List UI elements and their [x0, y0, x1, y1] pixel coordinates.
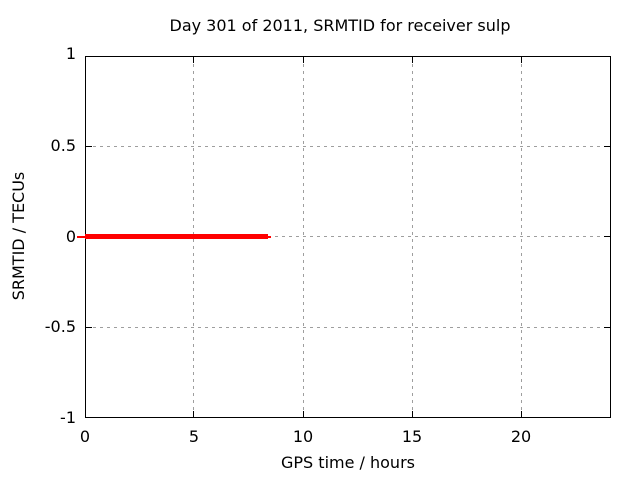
y-tick-right-0p5	[604, 146, 610, 147]
x-tick-bottom-15	[412, 411, 413, 417]
x-tick-top-20	[521, 57, 522, 63]
series-line-srmtid-right-cap	[268, 236, 271, 238]
series-line-srmtid	[85, 234, 268, 239]
y-tick-label-0: 0	[65, 227, 76, 246]
x-tick-label-0: 0	[79, 427, 91, 446]
gridline-vertical-15h	[412, 57, 413, 417]
y-tick-right-neg0p5	[604, 327, 610, 328]
y-tick-label-neg0p5: -0.5	[44, 317, 76, 336]
x-tick-bottom-10	[303, 411, 304, 417]
chart-title: Day 301 of 2011, SRMTID for receiver sul…	[169, 16, 511, 35]
gridline-vertical-10h	[303, 57, 304, 417]
x-tick-bottom-20	[521, 411, 522, 417]
y-tick-right-0	[604, 236, 610, 237]
y-tick-label-0p5: 0.5	[50, 136, 76, 155]
series-line-srmtid-left-cap	[77, 236, 86, 238]
y-tick-left-neg0p5	[86, 327, 92, 328]
y-tick-left-0p5	[86, 146, 92, 147]
x-tick-top-5	[193, 57, 194, 63]
x-tick-bottom-5	[193, 411, 194, 417]
gridline-horizontal-0p5	[86, 146, 610, 147]
y-tick-label-neg1: -1	[60, 408, 76, 427]
x-tick-label-20: 20	[510, 427, 532, 446]
y-tick-label-1: 1	[65, 44, 76, 63]
gridline-horizontal-neg0p5	[86, 327, 610, 328]
x-tick-top-15	[412, 57, 413, 63]
y-axis-label: SRMTID / TECUs	[9, 171, 28, 301]
gridline-vertical-20h	[521, 57, 522, 417]
x-axis-label: GPS time / hours	[281, 453, 415, 472]
x-tick-label-10: 10	[292, 427, 314, 446]
x-tick-label-5: 5	[188, 427, 200, 446]
x-tick-top-10	[303, 57, 304, 63]
x-tick-label-15: 15	[401, 427, 423, 446]
gridline-horizontal-0	[86, 236, 610, 237]
